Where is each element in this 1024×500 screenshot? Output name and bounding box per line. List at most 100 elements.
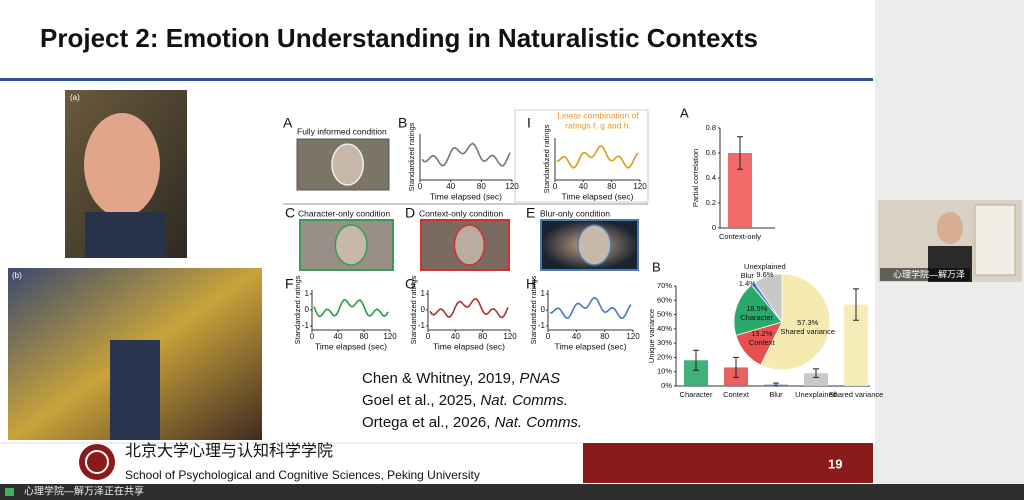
x-tick-label: 40 <box>446 182 455 191</box>
x-tick-label: Blur <box>769 390 783 399</box>
y-axis-label: Standardized ratings <box>409 275 418 344</box>
x-tick-label: 0 <box>553 182 558 191</box>
panel-letter: E <box>526 205 535 221</box>
pie-value: 18.5% <box>746 304 768 313</box>
page-number: 19 <box>828 456 842 471</box>
citation: Goel et al., 2025, Nat. Comms. <box>362 392 568 409</box>
citation-journal: PNAS <box>519 370 560 387</box>
pie-value: 57.3% <box>797 318 819 327</box>
y-axis-label: Standardized ratings <box>529 275 538 344</box>
citation-journal: Nat. Comms. <box>495 414 583 431</box>
name-tag-bg <box>880 268 970 281</box>
x-tick-label: 120 <box>633 182 647 191</box>
face-region <box>331 143 364 186</box>
x-tick-label: 80 <box>477 182 486 191</box>
pie-name: Unexplained <box>744 262 786 271</box>
citation-text: Chen & Whitney, 2019, <box>362 370 519 387</box>
x-tick-label: 80 <box>607 182 616 191</box>
suit <box>85 212 165 258</box>
share-status: 心理学院—解万泽正在共享 <box>24 485 144 498</box>
panel-letter: B <box>398 115 407 131</box>
panel-letter: C <box>285 205 295 221</box>
rating-trace <box>549 296 632 320</box>
y-tick-label: 0 <box>712 223 716 232</box>
x-axis-label: Time elapsed (sec) <box>430 191 502 201</box>
pie-name: Context <box>749 338 776 347</box>
x-tick-label: 120 <box>505 182 519 191</box>
x-tick-label: 120 <box>383 332 397 341</box>
rating-trace <box>556 145 639 169</box>
x-tick-label: 80 <box>600 332 609 341</box>
y-tick-label: 0.6 <box>706 148 716 157</box>
rating-trace <box>313 299 389 318</box>
x-axis-label: Time elapsed (sec) <box>562 191 634 201</box>
citation: Ortega et al., 2026, Nat. Comms. <box>362 414 582 431</box>
face <box>937 212 963 244</box>
error-bar <box>813 368 819 378</box>
y-tick-label: 10% <box>657 367 672 376</box>
school-en: School of Psychological and Cognitive Sc… <box>125 468 480 482</box>
photo-label: (b) <box>12 271 22 280</box>
x-axis-label: Time elapsed (sec) <box>433 341 505 351</box>
background-rack <box>974 204 1016 276</box>
y-tick-label: 0 <box>421 305 426 314</box>
x-tick-label: Unexplained <box>795 390 837 399</box>
citation-text: Goel et al., 2025, <box>362 392 480 409</box>
y-tick-label: 1 <box>305 289 310 298</box>
x-tick-label: 120 <box>626 332 640 341</box>
x-tick-label: 40 <box>451 332 460 341</box>
y-tick-label: 20% <box>657 352 672 361</box>
x-tick-label: 40 <box>334 332 343 341</box>
y-tick-label: 30% <box>657 338 672 347</box>
y-tick-label: 0 <box>305 305 310 314</box>
citation-text: Ortega et al., 2026, <box>362 414 495 431</box>
error-bar <box>693 349 699 371</box>
y-axis-label: Partial correlation <box>691 149 700 207</box>
y-tick-label: 1 <box>421 289 426 298</box>
x-tick-label: 0 <box>310 332 315 341</box>
error-bar <box>737 136 743 170</box>
x-tick-label: Context <box>723 390 750 399</box>
participant-name: 心理学院—解万泽 <box>893 268 965 279</box>
rating-trace <box>429 297 509 319</box>
y-tick-label: 50% <box>657 310 672 319</box>
panel-frame <box>514 109 649 203</box>
panel-letter: D <box>405 205 415 221</box>
y-tick-label: 70% <box>657 281 672 290</box>
x-tick-label: 0 <box>426 332 431 341</box>
chart-letter: A <box>680 105 689 120</box>
photo-label: (a) <box>70 93 80 102</box>
face-region <box>453 224 486 266</box>
y-tick-label: -1 <box>418 321 426 330</box>
panel-letter: I <box>527 115 531 131</box>
x-tick-label: 40 <box>579 182 588 191</box>
face-region <box>577 224 612 266</box>
citation-journal: Nat. Comms. <box>480 392 568 409</box>
pie-name: Shared variance <box>780 327 835 336</box>
pie-name: Blur <box>741 271 755 280</box>
x-tick-label: 120 <box>503 332 517 341</box>
status-bar <box>0 484 1024 500</box>
slide-title: Project 2: Emotion Understanding in Natu… <box>40 23 758 53</box>
y-tick-label: -1 <box>538 321 546 330</box>
x-tick-label: 40 <box>572 332 581 341</box>
x-axis-label: Time elapsed (sec) <box>315 341 387 351</box>
pie-value: 13.2% <box>751 329 773 338</box>
y-axis-label: Standardized ratings <box>293 275 302 344</box>
y-axis-label: Standardized ratings <box>407 122 416 191</box>
error-bar <box>733 356 739 378</box>
y-axis-label: Unique variance <box>647 309 656 363</box>
title-rule <box>0 78 873 81</box>
x-tick-label: 0 <box>418 182 423 191</box>
y-tick-label: 0.4 <box>706 173 716 182</box>
pie-slice <box>754 273 783 324</box>
error-bar <box>773 382 779 387</box>
panel-caption: Blur-only condition <box>540 208 610 218</box>
logo-ring <box>85 450 109 474</box>
y-tick-label: 40% <box>657 324 672 333</box>
share-icon[interactable] <box>5 488 14 496</box>
panel-caption: Linear combination of <box>557 110 639 120</box>
chart-letter: B <box>652 259 661 274</box>
x-tick-label: 0 <box>546 332 551 341</box>
pie-slice <box>733 284 783 336</box>
